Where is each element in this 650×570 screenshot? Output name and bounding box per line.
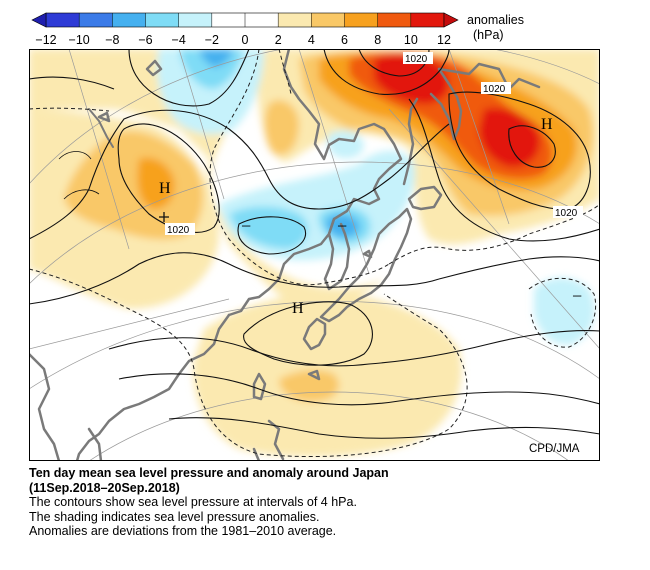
graticule [29,49,600,461]
pressure-contours [29,49,600,439]
isobar-1000 [168,417,600,439]
colorbar-segment [344,13,378,27]
coastline-island-small1 [97,111,111,123]
coastline-island-north [145,59,163,77]
colorbar-arrow-right [443,12,459,28]
anomaly-shading [29,49,600,457]
plus-marker [159,212,169,222]
isobar-1004 [118,373,600,406]
high-center-japan: H [292,300,304,317]
isobar-1016-central [29,109,450,240]
colorbar-tick-label: 4 [308,33,315,47]
coastline-asia-east [227,49,403,317]
contour-labels: 1020 1020 1020 1020 [165,52,583,236]
pressure-centers: H H H − − − [159,116,582,317]
positive-anomaly-center [264,100,299,155]
low-center-west: − [241,216,251,236]
isobar-north-1020 [323,49,450,95]
colorbar-segment [178,13,213,27]
isobar-1008 [108,330,600,367]
contour-label-west: 1020 [167,225,190,236]
isobar-north-west [128,49,250,107]
coastline-taiwan [252,372,267,401]
caption-line-contours: The contours show sea level pressure at … [29,495,357,509]
legend-title: anomalies [467,13,524,27]
coastline-island-small3 [362,249,373,259]
coastline-lake-baikal [88,108,114,148]
contour-label-northeast: 1020 [483,84,506,95]
colorbar-segment [112,13,146,27]
colorbar-tick-label: −10 [69,33,90,47]
isobar-1012 [29,252,440,305]
minor-contours [58,151,100,200]
coastline-japan-kyushu [302,317,327,351]
colorbar-tick-label: 0 [242,33,249,47]
colorbar-tick-label: −12 [35,33,56,47]
isobar-low-ring [237,216,307,255]
colorbar-tick-label: −2 [205,33,219,47]
map-credit: CPD/JMA [529,443,580,455]
negative-anomaly-north [157,49,264,135]
pressure-anomaly-map: 1020 1020 1020 1020 H H H − − − CPD/JMA [29,49,600,461]
colorbar-segment [311,13,345,27]
colorbar-tick-label: −6 [138,33,152,47]
anomaly-colorbar: −12 −10 −8 −6 −4 −2 0 2 4 6 8 10 12 anomalies (hPa) [31,12,524,47]
low-center-east: − [572,286,582,306]
contour-label-north: 1020 [405,54,428,65]
isobar-1012-east [438,256,600,280]
colorbar-arrow-left [31,12,47,28]
colorbar-segment [377,13,412,27]
high-center-northeast: H [541,116,553,133]
coastline-hokkaido [407,185,443,211]
coastline-bay [87,427,103,461]
colorbar-tick-label: 8 [374,33,381,47]
colorbar-segment [211,13,246,27]
colorbar-segment [245,13,279,27]
contour-label-east: 1020 [555,208,578,219]
colorbar-segment [79,13,113,27]
isobar-ne-outer [408,98,600,242]
colorbar-tick-label: 10 [404,33,418,47]
isobar-south-ring [243,301,373,366]
colorbar-tick-label: 6 [341,33,348,47]
caption-line-anomalies: Anomalies are deviations from the 1981–2… [29,524,337,538]
coastline-korea [323,217,351,291]
colorbar-tick-label: −8 [105,33,119,47]
positive-anomaly-west-strong [137,157,175,209]
colorbar-segment [145,13,179,27]
colorbar-tick-label: 12 [437,33,451,47]
colorbar-segment [278,13,312,27]
colorbar-ticks: −12 −10 −8 −6 −4 −2 0 2 4 6 8 10 12 [35,13,451,47]
isobar-northeast-inner [508,125,556,168]
high-center-west: H [159,180,171,197]
coastline-kamchatka [429,67,463,141]
negative-anomaly-north-deep [199,49,234,67]
coastline-island-small2 [307,369,321,381]
colorbar-tick-label: 2 [275,33,282,47]
caption-period: (11Sep.2018–20Sep.2018) [29,480,180,495]
colorbar-segment [410,13,445,27]
map-caption: Ten day mean sea level pressure and anom… [29,466,629,539]
isobar-north-2 [29,76,115,90]
positive-anomaly-north-max [374,53,449,104]
zero-anomaly-contours [29,49,600,458]
positive-anomaly-west-core [64,130,204,240]
negative-anomaly-east [534,277,595,345]
legend-unit: (hPa) [473,28,504,42]
colorbar-segment [46,13,80,27]
caption-line-shading: The shading indicates sea level pressure… [29,509,320,524]
colorbar-tick-label: −4 [172,33,186,47]
map-frame [29,49,600,461]
negative-anomaly-center-core [229,206,308,249]
coastline-indochina [29,352,61,461]
coastline-sakhalin [402,97,419,186]
low-center-sea-of-japan: − [337,216,347,236]
coastline-china-south [75,313,231,461]
caption-title: Ten day mean sea level pressure and anom… [29,466,389,480]
coastline-japan-honshu [319,207,413,323]
coastline-north-east [437,62,541,91]
colorbar-segments [45,12,445,28]
